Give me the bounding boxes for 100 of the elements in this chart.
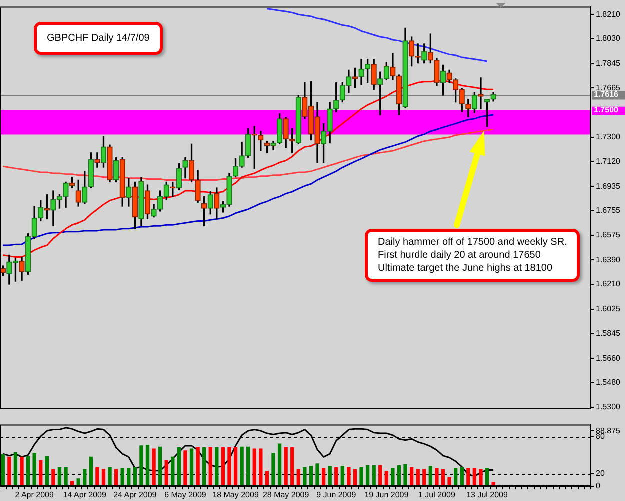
bar [228, 447, 232, 486]
bar [234, 447, 238, 486]
bar [479, 469, 483, 486]
bar [322, 468, 326, 486]
candlestick [478, 78, 484, 110]
bar [372, 466, 376, 486]
x-tick-label: 9 Jun 2009 [316, 490, 357, 500]
bar [96, 467, 100, 486]
bar [64, 467, 68, 486]
bar [410, 467, 414, 486]
bar [328, 466, 332, 486]
bar [120, 468, 124, 486]
bar [435, 468, 439, 486]
bar [460, 467, 464, 486]
bar [309, 466, 314, 486]
y-tick-label: 0 [596, 482, 601, 491]
bar [347, 467, 351, 486]
y-tick-label: 1.7665 [596, 83, 622, 92]
bar [190, 448, 194, 486]
bar [272, 453, 276, 486]
x-tick-label: 28 May 2009 [262, 490, 310, 500]
bar [454, 468, 458, 486]
x-tick-label: 6 May 2009 [164, 490, 207, 500]
bar [221, 447, 226, 486]
bar [416, 469, 420, 486]
bar [14, 452, 18, 486]
candlestick [94, 152, 100, 168]
bar [146, 445, 150, 486]
y-tick-label: 1.6755 [596, 206, 622, 216]
x-tick-label: 13 Jul 2009 [466, 490, 508, 500]
bar [428, 466, 433, 486]
candlestick [258, 131, 264, 152]
bar [26, 456, 30, 486]
bar [334, 467, 338, 486]
bar [296, 469, 300, 486]
bar [196, 447, 200, 486]
y-tick-label: 1.8210 [596, 10, 622, 19]
y-tick-label: 1.5300 [596, 402, 622, 412]
y-tick-label: 1.5660 [596, 354, 622, 363]
bar [202, 447, 206, 486]
bar [265, 471, 270, 486]
x-tick-label: 2 Apr 2009 [15, 490, 54, 500]
bar [303, 467, 307, 486]
x-tick-label: 18 May 2009 [212, 490, 260, 500]
y-tick-label: 1.7120 [596, 156, 622, 166]
bar [378, 466, 382, 486]
bar [140, 446, 144, 486]
y-tick-label: 1.6935 [596, 182, 622, 191]
y-tick-label: 1.6575 [596, 230, 622, 240]
bar [164, 460, 168, 486]
bar [114, 469, 118, 486]
y-tick-label: 20 [596, 469, 606, 478]
x-tick-label: 1 Jul 2009 [418, 490, 456, 500]
bar [316, 464, 320, 486]
bar [391, 468, 395, 486]
bar [171, 456, 175, 486]
bar [208, 447, 212, 486]
bar [472, 468, 477, 486]
bar [340, 466, 344, 486]
y-tick-label: 1.6390 [596, 255, 622, 264]
annotation: Daily hammer off of 17500 and weekly SR. First hurdle daily 20 at around 17650 Ultimate target the June highs at 18100 [365, 229, 580, 282]
y-tick-label: 1.6210 [596, 280, 622, 289]
bar [215, 447, 219, 486]
bar [290, 447, 294, 486]
bar [39, 460, 43, 486]
bar [45, 456, 49, 486]
y-tick-label: 1.7845 [596, 59, 622, 68]
bar [252, 448, 256, 486]
bar [240, 446, 244, 486]
bar [366, 466, 370, 486]
bar [127, 468, 131, 486]
bar [384, 471, 388, 486]
bar [466, 468, 470, 486]
bar [32, 453, 36, 486]
bar [177, 447, 182, 486]
bar [353, 469, 358, 486]
y-tick-label: 1.8030 [596, 34, 622, 44]
bar [184, 450, 188, 486]
y-tick-label: 1.7300 [596, 132, 622, 142]
bar [448, 477, 452, 486]
bar [133, 467, 138, 486]
x-tick-label: 19 Jun 2009 [364, 490, 410, 500]
bar [1, 454, 5, 486]
y-tick-label: 1.5480 [596, 378, 622, 388]
bar [58, 467, 62, 486]
text: GBPCHF Daily 14/7/09 [34, 22, 163, 55]
y-tick-label: 88.875 [596, 426, 622, 436]
bar [158, 446, 162, 486]
ref-line-label: 1.7500 [594, 106, 620, 115]
x-tick-label: 24 Apr 2009 [114, 490, 158, 500]
bar [20, 456, 24, 486]
bar [89, 456, 93, 486]
bar [485, 468, 490, 486]
bar [246, 446, 250, 486]
bar [52, 469, 56, 486]
bar [284, 447, 288, 486]
ref-line-label: 1.7616 [594, 90, 620, 99]
x-tick-label: 14 Apr 2009 [63, 490, 107, 500]
bar [108, 467, 112, 486]
bar [83, 469, 87, 486]
